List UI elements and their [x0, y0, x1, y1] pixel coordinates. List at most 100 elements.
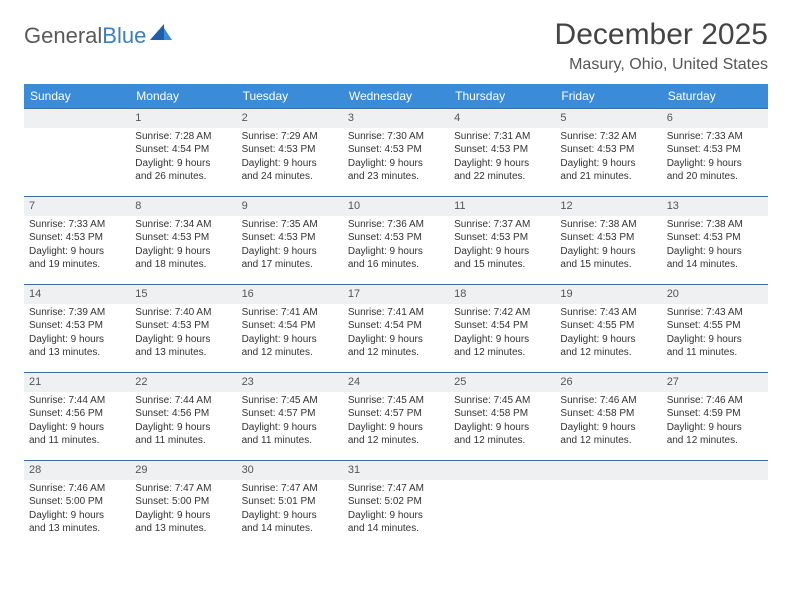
sail-icon	[150, 24, 172, 47]
day-detail-line: and 12 minutes.	[560, 346, 656, 360]
day-detail-line: Daylight: 9 hours	[560, 421, 656, 435]
day-detail-line: Sunrise: 7:39 AM	[29, 306, 125, 320]
day-detail-line: Sunrise: 7:45 AM	[348, 394, 444, 408]
day-details: Sunrise: 7:38 AMSunset: 4:53 PMDaylight:…	[662, 216, 768, 276]
day-detail-line: Sunrise: 7:33 AM	[667, 130, 763, 144]
day-detail-line: Sunset: 4:53 PM	[29, 319, 125, 333]
day-number: 18	[449, 284, 555, 304]
day-number: 12	[555, 196, 661, 216]
day-detail-line: Sunset: 4:54 PM	[135, 143, 231, 157]
calendar-day-cell: 5Sunrise: 7:32 AMSunset: 4:53 PMDaylight…	[555, 108, 661, 196]
calendar-day-cell: 16Sunrise: 7:41 AMSunset: 4:54 PMDayligh…	[237, 284, 343, 372]
calendar-day-cell: 28Sunrise: 7:46 AMSunset: 5:00 PMDayligh…	[24, 460, 130, 548]
day-details: Sunrise: 7:43 AMSunset: 4:55 PMDaylight:…	[662, 304, 768, 364]
day-details: Sunrise: 7:36 AMSunset: 4:53 PMDaylight:…	[343, 216, 449, 276]
day-detail-line: Sunrise: 7:42 AM	[454, 306, 550, 320]
day-detail-line: and 12 minutes.	[667, 434, 763, 448]
day-detail-line: Sunset: 4:56 PM	[135, 407, 231, 421]
calendar-day-cell: 14Sunrise: 7:39 AMSunset: 4:53 PMDayligh…	[24, 284, 130, 372]
calendar-day-cell: 9Sunrise: 7:35 AMSunset: 4:53 PMDaylight…	[237, 196, 343, 284]
day-detail-line: Sunset: 5:00 PM	[29, 495, 125, 509]
day-detail-line: Daylight: 9 hours	[667, 245, 763, 259]
day-detail-line: Sunrise: 7:43 AM	[667, 306, 763, 320]
day-detail-line: Sunset: 4:55 PM	[560, 319, 656, 333]
calendar-page: GeneralBlue December 2025 Masury, Ohio, …	[0, 0, 792, 566]
day-detail-line: and 12 minutes.	[242, 346, 338, 360]
calendar-day-cell: 23Sunrise: 7:45 AMSunset: 4:57 PMDayligh…	[237, 372, 343, 460]
day-number	[449, 460, 555, 480]
day-detail-line: Sunrise: 7:43 AM	[560, 306, 656, 320]
day-detail-line: Daylight: 9 hours	[242, 333, 338, 347]
calendar-day-cell: 4Sunrise: 7:31 AMSunset: 4:53 PMDaylight…	[449, 108, 555, 196]
day-detail-line: Daylight: 9 hours	[242, 421, 338, 435]
calendar-week-row: 14Sunrise: 7:39 AMSunset: 4:53 PMDayligh…	[24, 284, 768, 372]
day-detail-line: Daylight: 9 hours	[348, 421, 444, 435]
day-number	[662, 460, 768, 480]
day-detail-line: Sunrise: 7:31 AM	[454, 130, 550, 144]
day-number: 8	[130, 196, 236, 216]
calendar-empty-cell	[449, 460, 555, 548]
day-detail-line: Daylight: 9 hours	[454, 421, 550, 435]
calendar-empty-cell	[662, 460, 768, 548]
day-number	[555, 460, 661, 480]
day-detail-line: and 26 minutes.	[135, 170, 231, 184]
day-number: 20	[662, 284, 768, 304]
calendar-day-cell: 13Sunrise: 7:38 AMSunset: 4:53 PMDayligh…	[662, 196, 768, 284]
day-detail-line: Sunset: 4:54 PM	[242, 319, 338, 333]
day-details: Sunrise: 7:30 AMSunset: 4:53 PMDaylight:…	[343, 128, 449, 188]
day-number: 16	[237, 284, 343, 304]
day-detail-line: and 14 minutes.	[667, 258, 763, 272]
day-detail-line: and 12 minutes.	[560, 434, 656, 448]
day-details: Sunrise: 7:41 AMSunset: 4:54 PMDaylight:…	[343, 304, 449, 364]
day-details: Sunrise: 7:45 AMSunset: 4:57 PMDaylight:…	[343, 392, 449, 452]
day-detail-line: Sunrise: 7:36 AM	[348, 218, 444, 232]
day-detail-line: Sunrise: 7:28 AM	[135, 130, 231, 144]
day-detail-line: Daylight: 9 hours	[29, 333, 125, 347]
day-detail-line: Sunset: 4:53 PM	[135, 319, 231, 333]
day-detail-line: Sunrise: 7:30 AM	[348, 130, 444, 144]
brand-name: GeneralBlue	[24, 25, 146, 47]
day-detail-line: Sunrise: 7:46 AM	[667, 394, 763, 408]
brand-word-a: General	[24, 23, 102, 48]
day-detail-line: Sunrise: 7:46 AM	[29, 482, 125, 496]
day-detail-line: Daylight: 9 hours	[29, 421, 125, 435]
day-detail-line: Daylight: 9 hours	[29, 245, 125, 259]
day-detail-line: Sunset: 4:53 PM	[560, 231, 656, 245]
brand-word-b: Blue	[102, 23, 146, 48]
calendar-day-cell: 27Sunrise: 7:46 AMSunset: 4:59 PMDayligh…	[662, 372, 768, 460]
day-detail-line: Sunset: 4:53 PM	[667, 231, 763, 245]
weekday-header: Friday	[555, 84, 661, 108]
day-detail-line: Sunset: 4:58 PM	[454, 407, 550, 421]
day-details: Sunrise: 7:41 AMSunset: 4:54 PMDaylight:…	[237, 304, 343, 364]
day-detail-line: and 23 minutes.	[348, 170, 444, 184]
day-detail-line: Sunset: 5:00 PM	[135, 495, 231, 509]
day-detail-line: Sunset: 4:53 PM	[29, 231, 125, 245]
title-block: December 2025 Masury, Ohio, United State…	[555, 18, 768, 74]
day-details: Sunrise: 7:38 AMSunset: 4:53 PMDaylight:…	[555, 216, 661, 276]
day-detail-line: Daylight: 9 hours	[454, 157, 550, 171]
day-detail-line: Sunrise: 7:44 AM	[135, 394, 231, 408]
day-detail-line: Sunset: 4:55 PM	[667, 319, 763, 333]
weekday-header: Thursday	[449, 84, 555, 108]
day-detail-line: and 14 minutes.	[348, 522, 444, 536]
day-detail-line: and 11 minutes.	[29, 434, 125, 448]
day-detail-line: Sunrise: 7:41 AM	[242, 306, 338, 320]
day-details: Sunrise: 7:47 AMSunset: 5:00 PMDaylight:…	[130, 480, 236, 540]
calendar-day-cell: 29Sunrise: 7:47 AMSunset: 5:00 PMDayligh…	[130, 460, 236, 548]
day-detail-line: and 21 minutes.	[560, 170, 656, 184]
day-details: Sunrise: 7:46 AMSunset: 4:58 PMDaylight:…	[555, 392, 661, 452]
day-detail-line: Daylight: 9 hours	[348, 509, 444, 523]
day-detail-line: and 11 minutes.	[135, 434, 231, 448]
calendar-day-cell: 18Sunrise: 7:42 AMSunset: 4:54 PMDayligh…	[449, 284, 555, 372]
day-number: 2	[237, 108, 343, 128]
page-header: GeneralBlue December 2025 Masury, Ohio, …	[24, 18, 768, 74]
weekday-header-row: SundayMondayTuesdayWednesdayThursdayFrid…	[24, 84, 768, 108]
location-text: Masury, Ohio, United States	[555, 56, 768, 74]
day-number: 27	[662, 372, 768, 392]
day-details: Sunrise: 7:28 AMSunset: 4:54 PMDaylight:…	[130, 128, 236, 188]
day-detail-line: Sunrise: 7:47 AM	[242, 482, 338, 496]
day-details: Sunrise: 7:44 AMSunset: 4:56 PMDaylight:…	[24, 392, 130, 452]
day-detail-line: Sunset: 5:02 PM	[348, 495, 444, 509]
day-detail-line: Daylight: 9 hours	[135, 157, 231, 171]
day-detail-line: Sunrise: 7:45 AM	[242, 394, 338, 408]
